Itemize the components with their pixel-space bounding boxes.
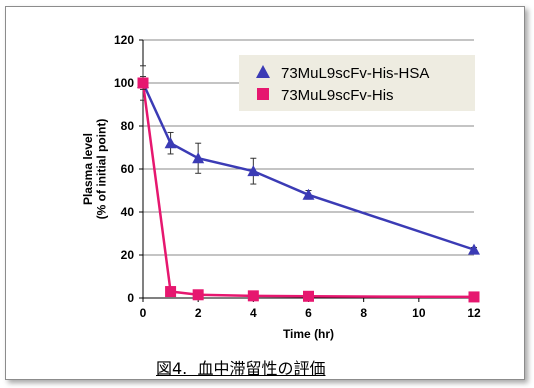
series-line-1 xyxy=(141,82,475,251)
y-tick-label-0: 0 xyxy=(127,291,134,305)
point-s1-2 xyxy=(192,152,205,164)
legend-box xyxy=(239,55,475,111)
point-s1-3 xyxy=(247,165,260,177)
x-tick-label-0: 0 xyxy=(140,306,147,320)
y-axis-title-line-2: (% of initial point) xyxy=(95,119,109,220)
x-tick-label-12: 12 xyxy=(467,306,481,320)
x-tick-label-6: 6 xyxy=(305,306,312,320)
pk-line-chart: 0 20 40 60 80 100 120 0 2 4 6 8 10 12 Time (hr) Plasma … xyxy=(81,33,481,341)
y-axis-title-line-1: Plasma level xyxy=(81,133,95,205)
y-tick-label-120: 120 xyxy=(114,33,134,47)
point-s2-0 xyxy=(137,77,149,89)
x-tick-label-10: 10 xyxy=(412,306,426,320)
legend-marker-2 xyxy=(257,88,269,100)
x-tick-label-8: 8 xyxy=(360,306,367,320)
y-tick-label-60: 60 xyxy=(121,162,135,176)
y-tick-label-100: 100 xyxy=(114,76,134,90)
point-s2-3 xyxy=(247,290,259,302)
point-s2-4 xyxy=(303,290,314,302)
y-tick-label-80: 80 xyxy=(121,119,135,133)
y-tick-label-40: 40 xyxy=(121,205,135,219)
point-s2-5 xyxy=(468,291,480,303)
y-tick-label-20: 20 xyxy=(121,248,135,262)
point-s1-5 xyxy=(468,243,480,255)
point-s1-1 xyxy=(164,137,177,149)
x-axis-title: Time (hr) xyxy=(283,327,334,341)
figure-panel: 0 20 40 60 80 100 120 0 2 4 6 8 10 12 Time (hr) Plasma … xyxy=(5,6,525,380)
x-tick-label-2: 2 xyxy=(195,306,202,320)
series-line-2 xyxy=(141,82,475,299)
legend-label-2: 73MuL9scFv-His xyxy=(281,87,394,104)
point-s1-4 xyxy=(302,188,315,200)
point-s2-2 xyxy=(192,289,204,301)
x-tick-label-4: 4 xyxy=(250,306,257,320)
point-s2-1 xyxy=(165,286,177,298)
legend-marker-1 xyxy=(256,65,270,78)
y-axis-title: Plasma level(% of initial point) xyxy=(81,119,109,220)
legend-label-1: 73MuL9scFv-His-HSA xyxy=(281,65,429,82)
figure-caption: 図4. 血中滞留性の評価 xyxy=(156,359,326,378)
